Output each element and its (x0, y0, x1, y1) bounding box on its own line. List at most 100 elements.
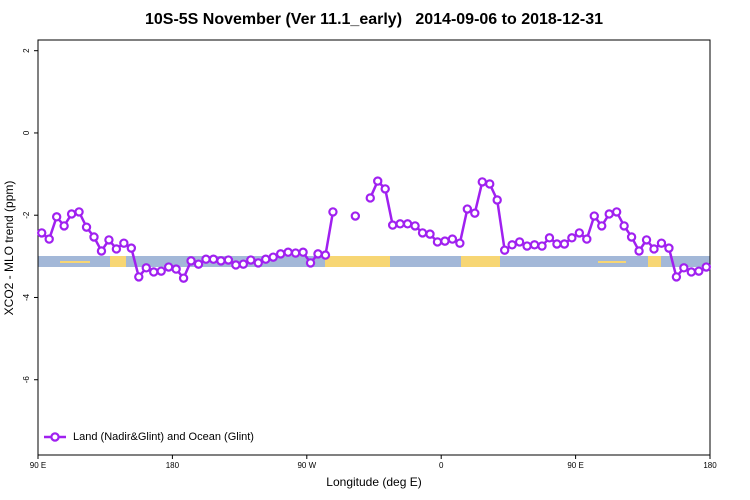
data-point (634, 246, 644, 256)
data-point (641, 235, 652, 245)
data-point (597, 221, 607, 231)
data-point (671, 272, 682, 282)
data-point (37, 228, 47, 238)
data-point (261, 254, 271, 264)
land-band (325, 256, 390, 267)
data-point (694, 266, 704, 276)
data-point (447, 234, 458, 244)
data-point (208, 254, 219, 264)
data-point (380, 184, 390, 194)
data-point (529, 240, 540, 250)
data-point (149, 267, 159, 277)
data-point (156, 266, 166, 276)
data-point (679, 263, 689, 273)
data-point (417, 228, 428, 238)
legend-label: Land (Nadir&Glint) and Ocean (Glint) (73, 431, 254, 443)
data-point (305, 258, 316, 268)
data-point (522, 241, 532, 251)
data-point (66, 209, 77, 219)
data-point (171, 264, 181, 274)
data-point (485, 179, 495, 189)
data-point (201, 254, 211, 264)
data-point (656, 238, 667, 248)
data-point (410, 221, 420, 231)
x-tick-label: 180 (703, 461, 717, 470)
x-tick-label: 180 (166, 461, 180, 470)
data-point (313, 249, 323, 259)
data-point (290, 248, 301, 258)
x-tick-label: 90 E (567, 461, 583, 470)
data-point (701, 262, 711, 272)
y-tick-label: -4 (22, 293, 31, 301)
data-point (104, 235, 114, 245)
data-point (134, 272, 144, 282)
data-point (559, 239, 570, 249)
data-point (462, 204, 473, 214)
data-point (425, 229, 435, 239)
data-point (328, 207, 338, 217)
data-point (231, 260, 241, 270)
data-point (81, 222, 92, 232)
data-point (544, 233, 555, 243)
data-point (283, 247, 293, 257)
data-point (178, 273, 189, 283)
data-point (51, 212, 62, 222)
data-point (141, 263, 151, 273)
x-tick-label: 0 (439, 461, 444, 470)
data-point (492, 195, 502, 205)
land-band (598, 261, 626, 263)
data-point (582, 234, 592, 244)
plot-frame (37, 39, 711, 456)
data-point (253, 258, 263, 268)
land-ocean-strip (38, 256, 710, 267)
data-point (268, 252, 278, 262)
data-point (193, 259, 204, 269)
data-point (186, 256, 196, 266)
data-point (246, 255, 256, 265)
data-point (96, 246, 107, 256)
data-point (74, 207, 84, 217)
data-point (499, 245, 510, 255)
x-tick-label: 90 E (30, 461, 46, 470)
data-point (537, 241, 547, 251)
data-point (604, 209, 614, 219)
y-axis-label: XCO2 - MLO trend (ppm) (2, 181, 16, 316)
data-point (477, 177, 487, 187)
data-point (89, 232, 99, 242)
data-point (470, 208, 480, 218)
data-point (350, 211, 361, 221)
data-point (275, 249, 286, 259)
data-point (574, 228, 585, 238)
data-point (373, 176, 383, 186)
data-point (432, 237, 443, 247)
data-point (298, 247, 308, 257)
y-tick-label: 0 (22, 130, 31, 135)
data-point (238, 259, 249, 269)
data-point (119, 238, 129, 248)
data-point (59, 221, 69, 231)
data-point (664, 243, 674, 253)
data-point (567, 233, 577, 243)
data-point (455, 238, 465, 248)
data-point (686, 267, 697, 277)
data-point (387, 220, 398, 230)
data-point (402, 219, 413, 229)
data-point (626, 232, 637, 242)
land-band (648, 256, 661, 267)
land-band (60, 261, 90, 263)
y-tick-label: 2 (22, 48, 31, 53)
y-tick-label: -6 (22, 376, 31, 384)
data-point (320, 250, 331, 260)
data-point (552, 239, 562, 249)
land-band (461, 256, 500, 267)
chart-title: 10S-5S November (Ver 11.1_early) 2014-09… (145, 11, 603, 28)
data-point (440, 236, 450, 246)
x-axis-label: Longitude (deg E) (326, 475, 421, 489)
data-point (44, 234, 54, 244)
data-point (395, 219, 405, 229)
data-point (111, 244, 122, 254)
data-point (649, 244, 659, 254)
x-tick-label: 90 W (297, 461, 316, 470)
data-point (589, 211, 599, 221)
y-tick-label: -2 (22, 211, 31, 219)
